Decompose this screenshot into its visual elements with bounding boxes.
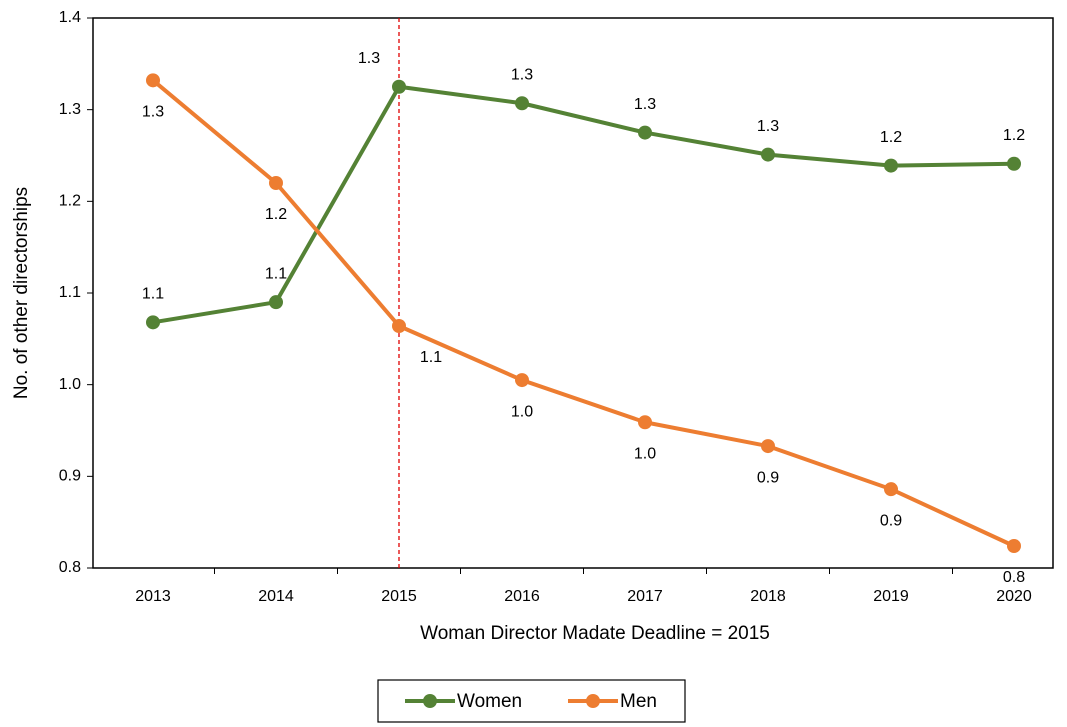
- legend-marker: [423, 694, 437, 708]
- point: [761, 439, 775, 454]
- point: [638, 415, 652, 430]
- legend-label: Men: [620, 691, 657, 712]
- x-tick-label: 2016: [504, 588, 540, 605]
- point: [269, 176, 283, 190]
- y-tick-label: 1.1: [59, 284, 81, 301]
- data-label: 0.8: [1003, 569, 1025, 586]
- x-tick-label: 2015: [381, 588, 417, 605]
- data-label: 1.0: [511, 403, 533, 420]
- point: [146, 315, 160, 330]
- data-label: 1.3: [511, 66, 533, 83]
- x-tick-label: 2013: [135, 588, 171, 605]
- data-label: 1.1: [420, 349, 442, 366]
- series-line: [152, 84, 1015, 325]
- point: [1007, 539, 1021, 553]
- point: [884, 482, 898, 497]
- legend-marker: [586, 694, 600, 708]
- legend-box: [377, 679, 686, 723]
- point: [884, 158, 898, 173]
- y-axis-title: No. of other directorships: [11, 187, 32, 399]
- point: [392, 319, 406, 333]
- data-label: 1.3: [358, 50, 380, 67]
- y-tick-label: 1.4: [59, 9, 81, 26]
- data-label: 0.9: [880, 512, 902, 529]
- x-tick-label: 2017: [627, 588, 663, 605]
- data-label: 1.2: [265, 206, 287, 223]
- data-label: 0.9: [757, 469, 779, 486]
- point: [638, 125, 652, 140]
- data-label: 1.2: [880, 129, 902, 146]
- series-line: [151, 78, 1015, 548]
- data-label: 1.1: [142, 286, 164, 303]
- point: [1007, 156, 1021, 171]
- point: [761, 147, 775, 162]
- x-tick-label: 2014: [258, 588, 294, 605]
- data-label: 1.2: [1003, 127, 1025, 144]
- y-tick-label: 1.3: [59, 101, 81, 118]
- y-tick-label: 1.2: [59, 193, 81, 210]
- data-label: 1.3: [757, 118, 779, 135]
- point: [269, 295, 283, 310]
- y-tick-label: 1.0: [59, 376, 81, 393]
- point: [146, 73, 160, 88]
- plot-frame: [92, 17, 1054, 569]
- x-tick-label: 2020: [996, 588, 1032, 605]
- data-label: 1.0: [634, 445, 656, 462]
- point: [515, 373, 529, 388]
- x-tick-label: 2019: [873, 588, 909, 605]
- x-tick-label: 2018: [750, 588, 786, 605]
- point: [392, 79, 406, 94]
- y-tick-label: 0.8: [59, 559, 81, 576]
- x-axis-title: Woman Director Madate Deadline = 2015: [420, 623, 770, 644]
- data-label: 1.3: [634, 96, 656, 113]
- data-label: 1.3: [142, 104, 164, 121]
- legend-label: Women: [457, 691, 522, 712]
- y-tick-label: 0.9: [59, 468, 81, 485]
- point: [515, 96, 529, 111]
- data-label: 1.1: [265, 265, 287, 282]
